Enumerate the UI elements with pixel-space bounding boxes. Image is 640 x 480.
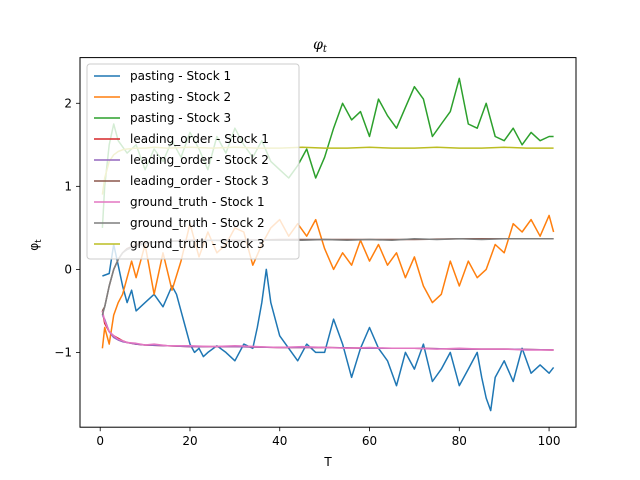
- x-tick-label: 80: [452, 434, 467, 448]
- legend-label: ground_truth - Stock 2: [130, 216, 265, 230]
- x-tick-label: 0: [96, 434, 104, 448]
- legend-label: ground_truth - Stock 3: [130, 237, 265, 251]
- x-tick-label: 20: [182, 434, 197, 448]
- legend-label: pasting - Stock 2: [130, 90, 231, 104]
- y-axis-label: φt: [27, 239, 44, 251]
- legend-label: leading_order - Stock 1: [130, 132, 269, 146]
- chart-title: φt: [313, 37, 328, 55]
- x-tick-label: 60: [362, 434, 377, 448]
- series-line-1: [102, 243, 555, 412]
- y-tick-label: 2: [64, 96, 72, 110]
- legend-label: leading_order - Stock 2: [130, 153, 269, 167]
- legend-label: ground_truth - Stock 1: [130, 195, 265, 209]
- legend-label: leading_order - Stock 3: [130, 174, 269, 188]
- series-line-7: [101, 310, 554, 351]
- legend-label: pasting - Stock 1: [130, 69, 231, 83]
- y-tick-label: −1: [54, 345, 72, 359]
- y-axis-ticks: −1 0 1 2: [54, 96, 80, 359]
- x-axis-label: T: [323, 455, 332, 469]
- legend: pasting - Stock 1 pasting - Stock 2 pastin…: [86, 63, 300, 260]
- x-tick-label: 100: [538, 434, 561, 448]
- x-axis-ticks: 0 20 40 60 80 100: [96, 427, 561, 448]
- legend-label: pasting - Stock 3: [130, 111, 231, 125]
- x-tick-label: 40: [272, 434, 287, 448]
- y-tick-label: 0: [64, 262, 72, 276]
- plot-area-frame: [79, 57, 577, 428]
- legend-box: [86, 63, 300, 260]
- y-tick-label: 1: [64, 179, 72, 193]
